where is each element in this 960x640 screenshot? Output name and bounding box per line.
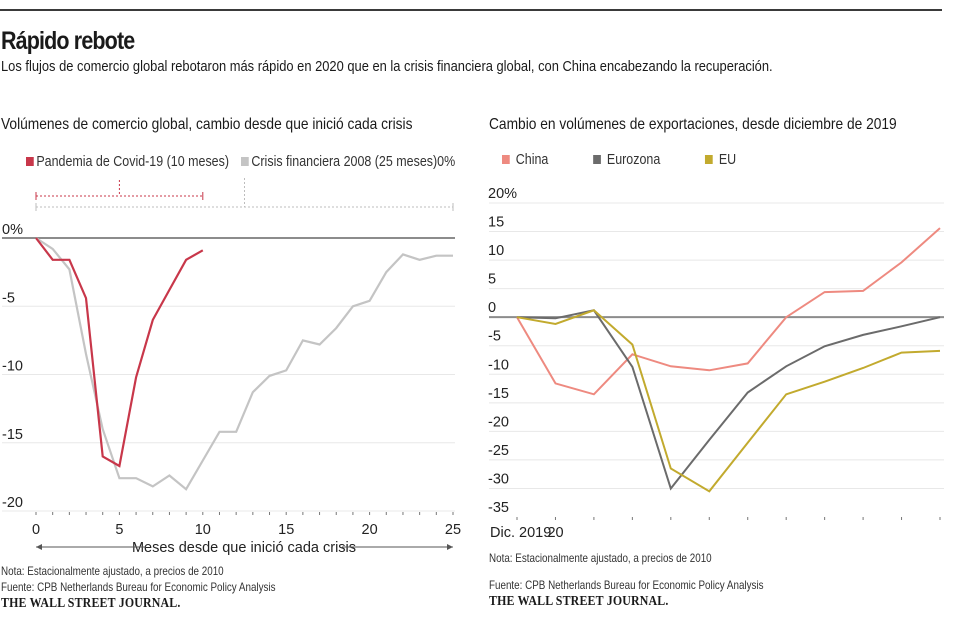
- left-x-tick-label: 25: [445, 522, 461, 538]
- right-y-tick-label: -10: [488, 357, 509, 373]
- left-y-tick-label: -20: [2, 495, 23, 511]
- left-x-axis-label: Meses desde que inició cada crisis: [132, 540, 356, 556]
- right-y-tick-label: 0: [488, 300, 496, 316]
- left-x-tick-label: 5: [115, 522, 123, 538]
- legend-label-eurozona: Eurozona: [606, 152, 661, 168]
- right-y-tick-label: -35: [488, 500, 509, 516]
- right-y-tick-label: 5: [488, 272, 496, 288]
- legend-label-2008: Crisis financiera 2008 (25 meses): [251, 154, 438, 170]
- right-note: Nota: Estacionalmente ajustado, a precio…: [489, 551, 712, 565]
- left-y-tick-label: -15: [2, 427, 23, 443]
- legend-item-china: China: [502, 152, 548, 168]
- left-y-tick-label: 0%: [2, 222, 23, 238]
- crisis2008-series-line: [35, 237, 453, 491]
- left-chart: 0% -5 -10 -15 -20 0 5 10 15 20 25 Meses desde que i…: [2, 178, 461, 556]
- left-axis-arrowhead-left: [36, 544, 42, 550]
- right-legend: China Eurozona EU: [502, 152, 736, 168]
- legend-label-china: China: [515, 152, 549, 168]
- legend-swatch-eu: [705, 155, 713, 164]
- left-y-tick-label: -10: [2, 359, 23, 375]
- right-y-tick-label: -20: [488, 414, 509, 430]
- eu-series-line: [516, 309, 941, 493]
- top-rule: [0, 9, 942, 11]
- right-x-tick-label: Dic. 2019: [490, 525, 551, 541]
- china-series-line: [516, 227, 941, 396]
- legend-label-eu: EU: [718, 152, 737, 168]
- right-y-tick-label: -5: [488, 329, 501, 345]
- covid-series-line: [35, 237, 204, 468]
- left-x-tick-label: 0: [32, 522, 40, 538]
- right-y-tick-label: -25: [488, 443, 509, 459]
- legend-trailing-text: 0%: [437, 154, 456, 170]
- right-y-tick-label: 10: [488, 243, 504, 259]
- legend-item-eurozona: Eurozona: [593, 152, 660, 168]
- left-x-tick-label: 20: [362, 522, 378, 538]
- right-y-tick-label: 20%: [488, 186, 517, 202]
- right-chart-title: Cambio en volúmenes de exportaciones, de…: [489, 116, 897, 133]
- left-x-tick-label: 15: [278, 522, 294, 538]
- right-y-tick-label: -15: [488, 386, 509, 402]
- left-axis-arrowhead-right: [447, 544, 453, 550]
- legend-swatch-eurozona: [593, 155, 601, 164]
- legend-swatch-2008: [241, 157, 249, 166]
- legend-label-covid: Pandemia de Covid-19 (10 meses): [36, 154, 230, 170]
- legend-swatch-covid: [26, 157, 34, 166]
- legend-item-eu: EU: [705, 152, 736, 168]
- legend-item-2008: Crisis financiera 2008 (25 meses)0%: [241, 154, 455, 170]
- legend-swatch-china: [502, 155, 510, 164]
- left-source: Fuente: CPB Netherlands Bureau for Econo…: [1, 580, 276, 594]
- right-y-tick-label: -30: [488, 471, 509, 487]
- left-x-tick-label: 10: [195, 522, 211, 538]
- right-source: Fuente: CPB Netherlands Bureau for Econo…: [489, 578, 764, 592]
- left-legend: Pandemia de Covid-19 (10 meses) Crisis f…: [26, 154, 455, 170]
- page-subtitle: Los flujos de comercio global rebotaron …: [1, 58, 773, 75]
- left-y-tick-label: -5: [2, 290, 15, 306]
- left-brand-logo: THE WALL STREET JOURNAL.: [1, 596, 181, 611]
- page-title: Rápido rebote: [1, 27, 135, 55]
- right-y-tick-label: 15: [488, 215, 504, 231]
- left-note: Nota: Estacionalmente ajustado, a precio…: [1, 564, 224, 578]
- eurozona-series-line: [516, 309, 941, 491]
- right-x-tick-label: 20: [547, 525, 563, 541]
- legend-item-covid: Pandemia de Covid-19 (10 meses): [26, 154, 229, 170]
- left-chart-title: Volúmenes de comercio global, cambio des…: [1, 116, 413, 133]
- right-brand-logo: THE WALL STREET JOURNAL.: [489, 594, 669, 609]
